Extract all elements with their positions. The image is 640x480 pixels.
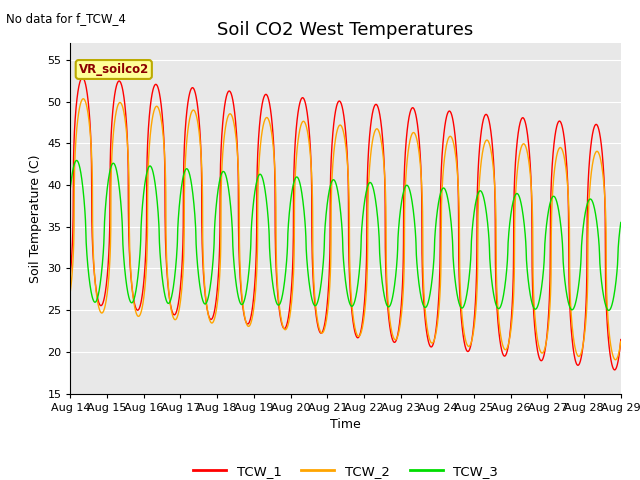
TCW_2 [301,121,309,127]
TCW_2 [129,296,137,302]
TCW_1 [606,352,614,358]
TCW_3 [547,197,555,203]
Line: TCW_2: TCW_2 [70,99,621,360]
TCW_3 [605,308,612,313]
Legend: TCW_1, TCW_2, TCW_3: TCW_1, TCW_2, TCW_3 [188,460,503,480]
TCW_1 [611,367,618,373]
Text: VR_soilco2: VR_soilco2 [79,63,149,76]
TCW_2 [612,357,620,362]
TCW_2 [67,288,74,294]
TCW_2 [617,338,625,344]
TCW_3 [617,219,625,225]
TCW_1 [617,336,625,342]
TCW_2 [278,319,285,324]
TCW_3 [301,227,309,232]
TCW_1 [79,75,86,81]
TCW_3 [73,157,81,163]
TCW_3 [278,296,285,302]
Title: Soil CO2 West Temperatures: Soil CO2 West Temperatures [218,21,474,39]
TCW_1 [162,252,170,258]
TCW_3 [67,185,74,191]
TCW_1 [278,321,285,326]
TCW_1 [301,101,309,107]
TCW_1 [67,270,74,276]
Text: No data for f_TCW_4: No data for f_TCW_4 [6,12,126,25]
Line: TCW_1: TCW_1 [70,78,621,370]
TCW_2 [547,280,555,286]
TCW_3 [162,297,170,302]
X-axis label: Time: Time [330,418,361,431]
TCW_2 [162,230,170,236]
Line: TCW_3: TCW_3 [70,160,621,311]
TCW_2 [79,96,87,102]
TCW_2 [606,338,614,344]
TCW_3 [607,306,614,312]
TCW_3 [129,298,137,304]
TCW_1 [547,192,555,197]
TCW_1 [129,295,137,300]
Y-axis label: Soil Temperature (C): Soil Temperature (C) [29,154,42,283]
